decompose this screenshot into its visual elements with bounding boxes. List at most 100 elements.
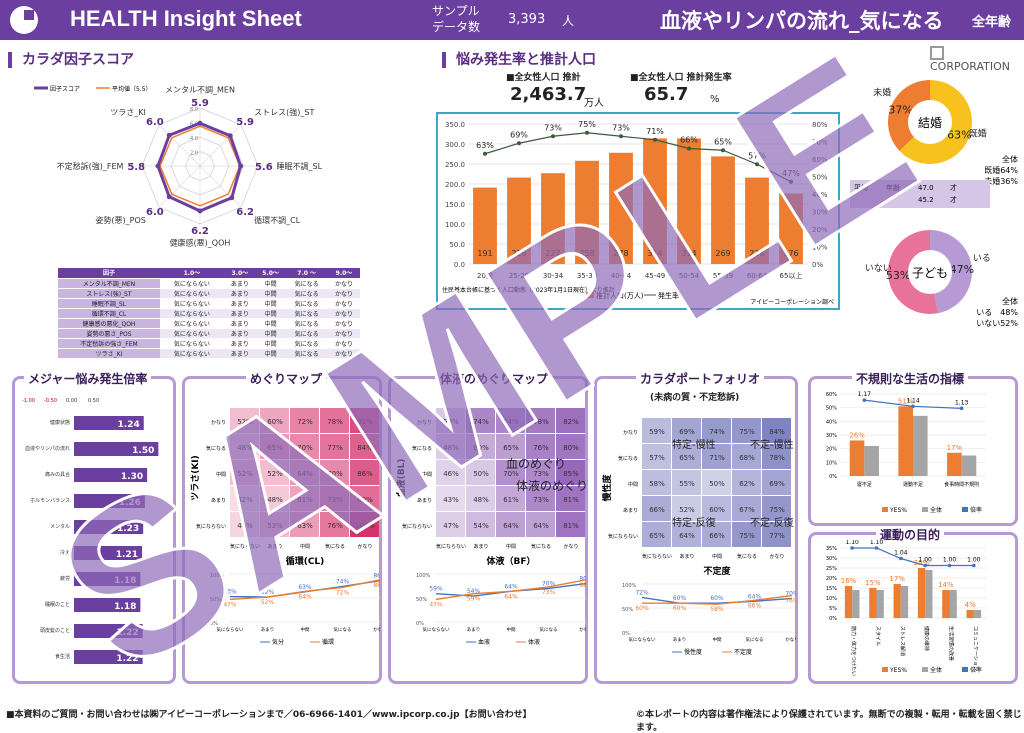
heat-cell (350, 486, 379, 511)
heat-cell-value: 52% (237, 470, 253, 478)
heat-cell-value: 64% (533, 522, 549, 530)
pie-slice (888, 80, 930, 151)
bar-value-label: 216 (511, 249, 526, 258)
trend-value-label: 59% (467, 596, 481, 603)
rate-title: 悩み発生率と推計人口 (442, 52, 596, 68)
major-axis-tick: -0.50 (44, 398, 57, 404)
trend-x-label: 気になる (540, 626, 558, 633)
rate-point (687, 146, 691, 151)
trend-x-label: 中間 (301, 626, 310, 633)
combo-y-tick: 40% (826, 419, 837, 425)
radar-ring-label: 2.0 (190, 151, 198, 157)
heat-cell-value: 48% (473, 496, 489, 504)
table-cell: あまり (223, 308, 256, 319)
ip-logo-icon (930, 46, 944, 60)
heat-cell-value: 48% (267, 496, 283, 504)
major-bar (74, 624, 143, 638)
major-value-label: 1.30 (121, 472, 143, 482)
heat-cell-value: 66% (649, 506, 665, 514)
bar-value-label: 258 (579, 249, 594, 258)
count-unit: 人 (562, 14, 575, 28)
table-cell: 中間 (255, 328, 286, 339)
bar-value-label: 216 (749, 249, 764, 258)
heat-y-axis-label: 慢性度 (601, 474, 613, 502)
radar-value-label: 6.2 (191, 226, 209, 237)
heat-cell (320, 408, 349, 433)
table-cell: あまり (223, 338, 256, 349)
radar-axis-label: 健康感(悪)_QOH (170, 238, 231, 248)
radar-chart: 2.04.06.08.0メンタル不調_MEN5.9ストレス(強)_ST5.9睡眠… (34, 84, 323, 248)
rate-point (789, 179, 793, 184)
combo-yes-bar (849, 440, 865, 476)
radar-value-label: 6.0 (146, 117, 164, 128)
radar-ring-label: 4.0 (190, 136, 198, 142)
table-cell: 気にならない (159, 328, 224, 339)
y-tick-label: 300.0 (445, 141, 465, 149)
table-cell: メンタル不調_MEN (58, 278, 160, 289)
pie-note: いる 48% (976, 308, 1018, 317)
y-tick-label: 200.0 (445, 181, 465, 189)
y2-tick-label: 20% (812, 226, 828, 234)
radar-point (155, 163, 161, 169)
table-cell: 気になる (285, 278, 328, 289)
line-y-tick: 0% (416, 621, 424, 627)
trend-x-label: かなり (785, 636, 796, 643)
heat-cell (260, 408, 289, 433)
heat-col-label: 気にならない (230, 543, 260, 550)
combo-yes-bar (898, 406, 913, 476)
y-tick-label: 250.0 (445, 161, 465, 169)
heat-cell-value: 46% (443, 470, 459, 478)
logo-text: CORPORATION (930, 60, 1010, 73)
pie-note: 未婚36% (984, 176, 1018, 186)
combo-ratio-point (911, 404, 915, 409)
heat-cell (436, 512, 465, 537)
table-cell: ツラさ_KI (58, 348, 160, 359)
heat-quadrant-label: 不定-慢性 (750, 438, 794, 451)
heat-col-label: あまり (473, 544, 488, 550)
trend-legend-label: 不定度 (734, 648, 752, 656)
pop-value: 2,463.7 (510, 84, 587, 105)
trend-legend-label: 循環 (322, 638, 334, 646)
heat-row-label: かなり (623, 429, 638, 436)
heat-col-label: 中間 (300, 543, 310, 550)
rate-line (484, 132, 792, 183)
table-cell: 健康感の悪化_QOH (58, 318, 160, 329)
heat-x-axis-label: 不定度 (703, 565, 731, 577)
heat-cell (436, 486, 465, 511)
factor-table: 因子 1.0～ 3.0～ 5.0～ 7.0 ～ 9.0～ メンタル不調_MEN 気にならないあ… (58, 268, 360, 359)
radar-value-label: 6.2 (236, 207, 254, 218)
page-title: HEALTH Insight Sheet (70, 6, 302, 31)
combo-legend-label: 全体 (930, 666, 942, 674)
trend-value-label: 52% (261, 589, 275, 596)
trend-value-label: 60% (673, 605, 687, 612)
combo-all-bar (949, 590, 957, 618)
heat-cell-value: 68% (739, 454, 755, 462)
header-bar: HEALTH Insight Sheet サンプル データ数 3,393 人 血… (0, 0, 1024, 40)
heat-cell (436, 460, 465, 485)
heat-quadrant-label: 特定-慢性 (672, 438, 716, 451)
heat-y-axis-label: 血液(BL) (395, 459, 407, 498)
combo-ratio-point (899, 556, 903, 561)
rate-label: ■全女性人口 推計発生率 (630, 73, 732, 83)
heat-cell-value: 81% (563, 496, 579, 504)
trend-x-label: あまり (261, 627, 275, 633)
combo-all-bar (876, 590, 884, 618)
heat-cell-value: 54% (473, 522, 489, 530)
trend-line (435, 579, 586, 601)
rate-point (653, 137, 657, 142)
combo-ratio-label: 1.04 (894, 550, 908, 557)
table-cell: 中間 (255, 288, 286, 299)
table-cell: 睡眠不調_SL (58, 298, 160, 309)
heat-col-label: かなり (563, 543, 578, 550)
x-tick-label: 35-39 (577, 272, 597, 280)
major-category-label: 冷え (60, 549, 70, 556)
heat-cell (526, 434, 555, 459)
heat-cell-value: 62% (739, 480, 755, 488)
bar-value-label: 269 (715, 249, 730, 258)
heat-cell-value: 61% (297, 496, 313, 504)
footer-contact[interactable]: ■本資料のご質問・お問い合わせは㈱アイピーコーポレーションまで／06-6966-… (6, 710, 532, 720)
trend-value-label: 60% (710, 595, 724, 602)
combo-yes-label: 26% (849, 431, 865, 439)
heat-cell-value: 82% (563, 418, 579, 426)
table-row: メンタル不調_MEN 気にならない あまり 中間 気になる かなり (58, 278, 360, 289)
